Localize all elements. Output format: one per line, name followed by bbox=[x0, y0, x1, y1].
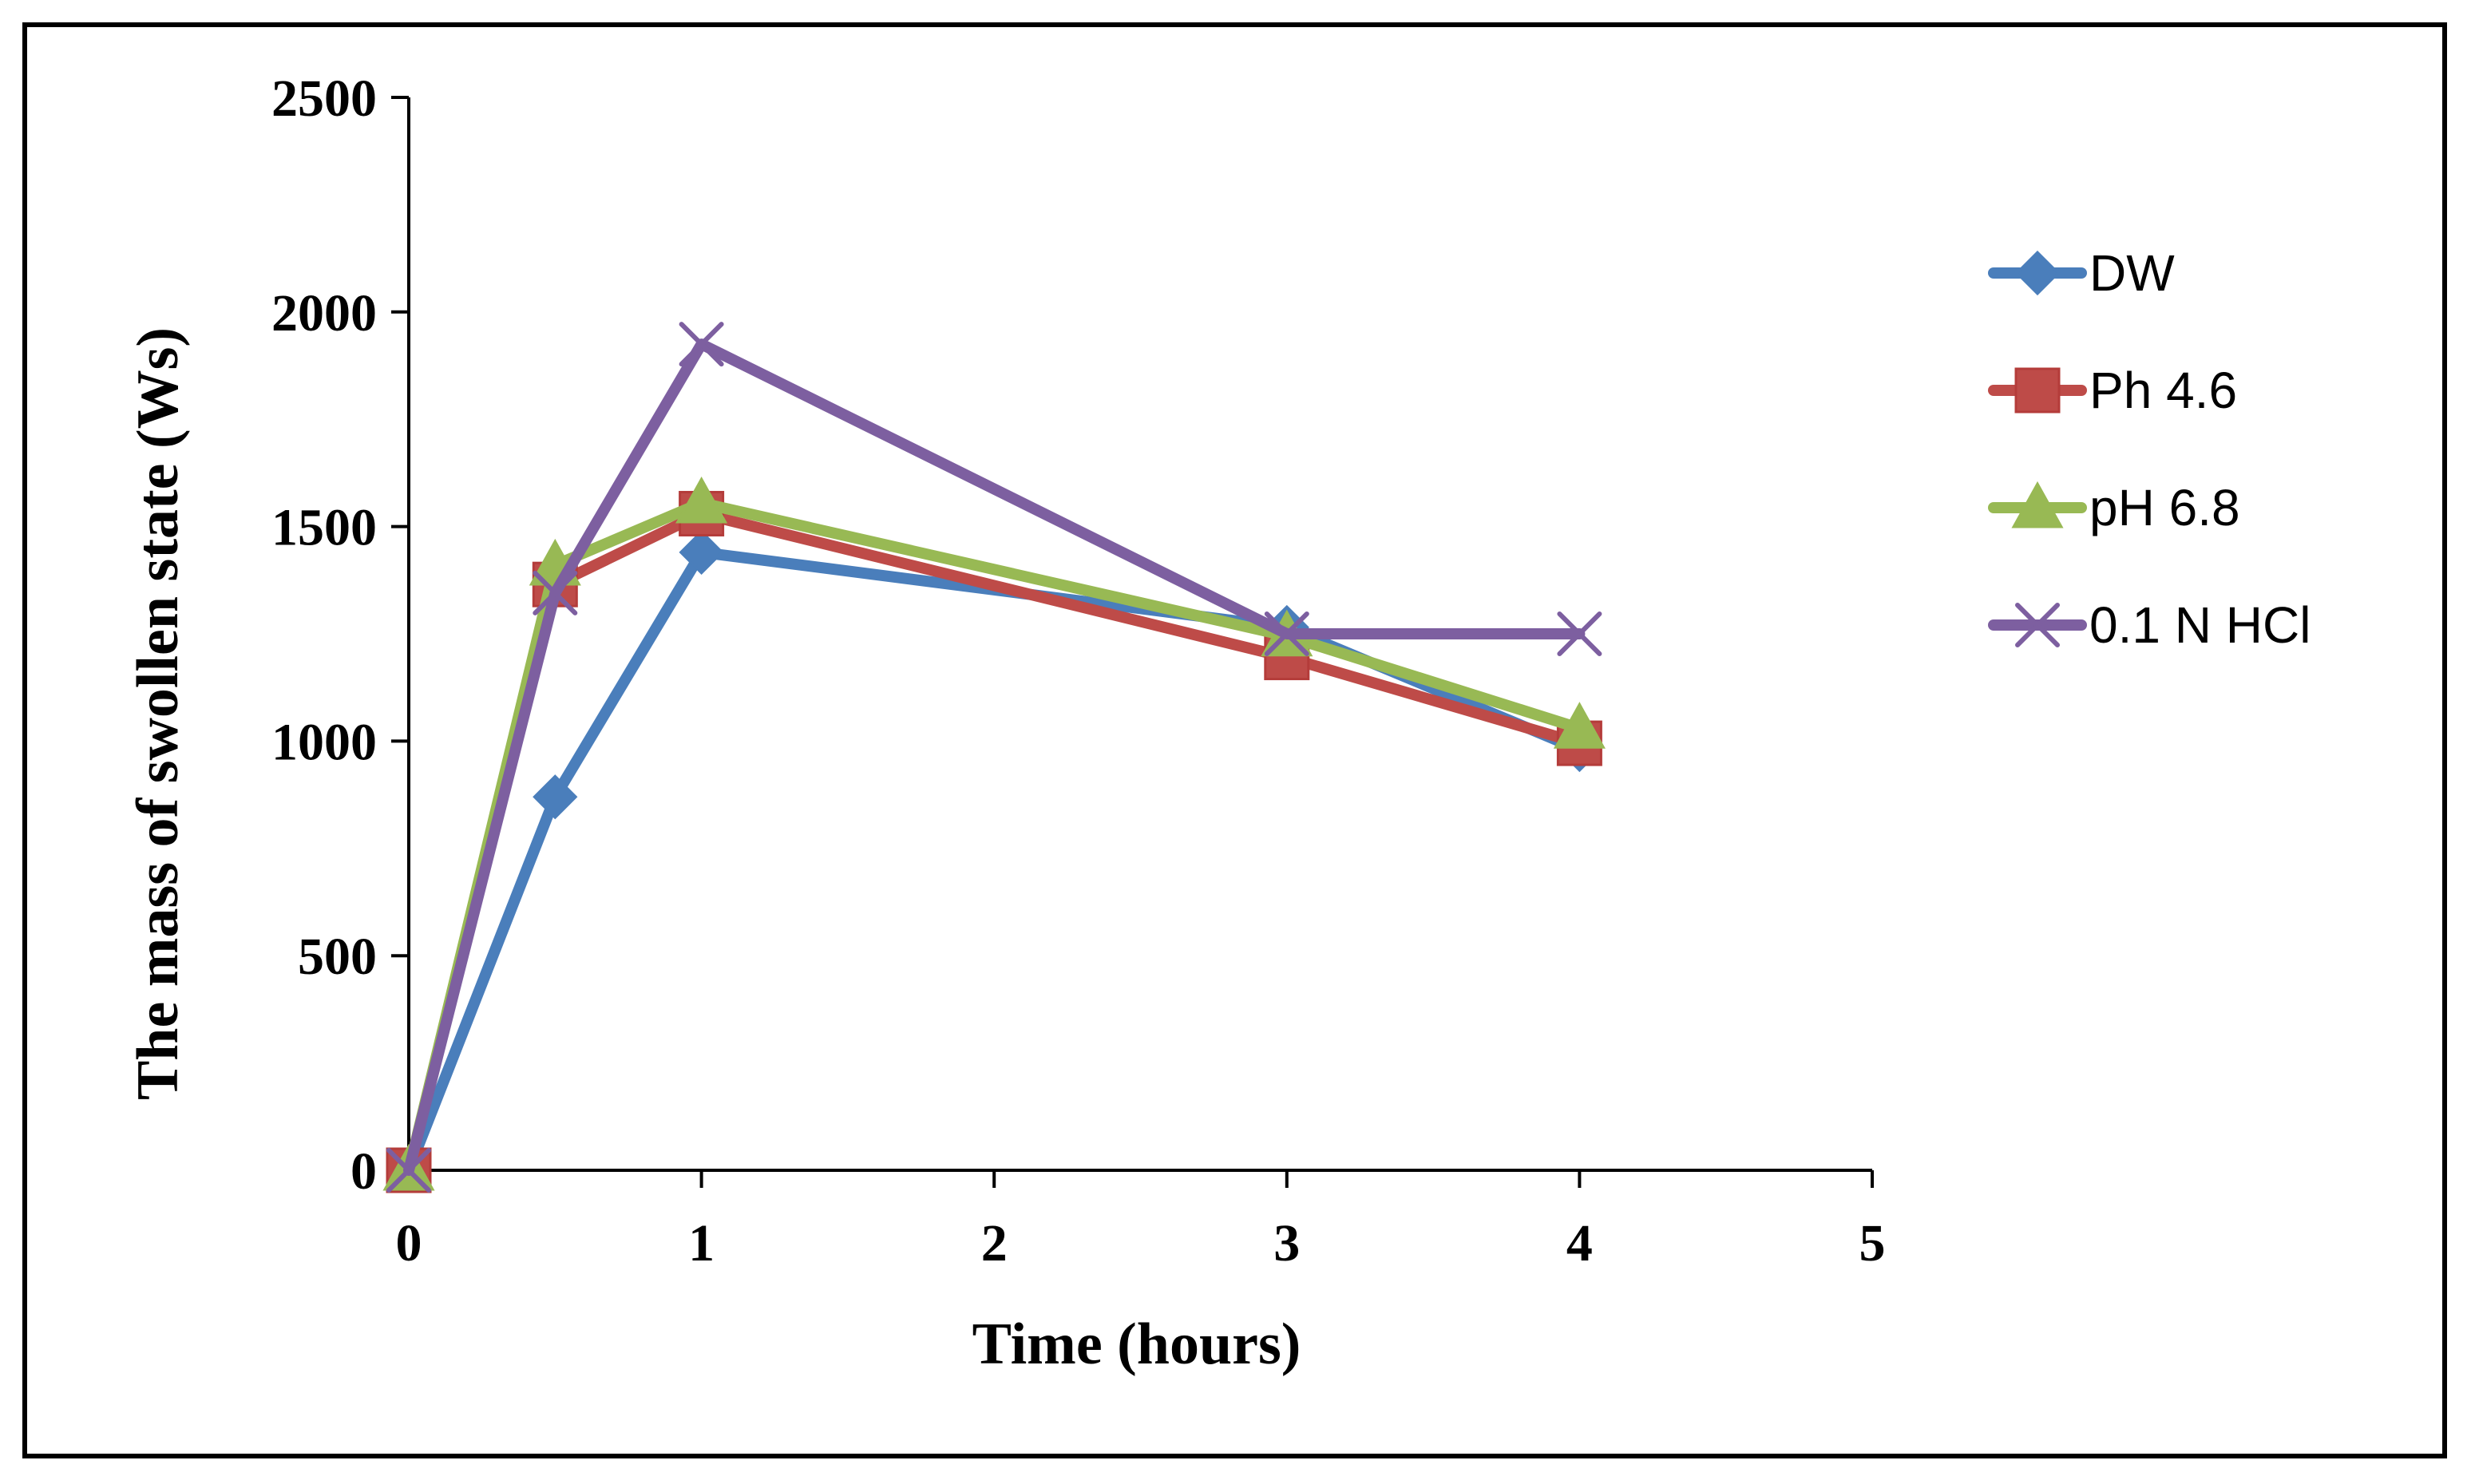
series-line bbox=[403, 497, 1586, 1176]
legend-item: Ph 4.6 bbox=[1988, 362, 2237, 419]
legend: DW Ph 4.6 pH 6.8 0.1 N HCl bbox=[1988, 244, 2311, 654]
legend-label: Ph 4.6 bbox=[2089, 362, 2237, 419]
x-tick-label: 2 bbox=[981, 1214, 1008, 1272]
legend-item: DW bbox=[1988, 244, 2175, 302]
data-point bbox=[1557, 611, 1602, 656]
x-tick-label: 5 bbox=[1859, 1214, 1886, 1272]
series-3 bbox=[386, 322, 1602, 1193]
legend-label: 0.1 N HCl bbox=[2089, 596, 2311, 654]
axes bbox=[407, 97, 1872, 1172]
series-layer bbox=[382, 322, 1606, 1193]
data-point bbox=[533, 570, 578, 615]
data-point bbox=[533, 774, 578, 820]
series-line bbox=[403, 546, 1586, 1176]
legend-marker bbox=[2014, 367, 2061, 414]
y-tick-label: 0 bbox=[350, 1142, 377, 1201]
data-point bbox=[679, 529, 724, 575]
legend-item: 0.1 N HCl bbox=[1988, 596, 2311, 654]
x-tick-label: 1 bbox=[688, 1214, 715, 1272]
legend-marker bbox=[2015, 603, 2060, 647]
legend-label: DW bbox=[2089, 244, 2175, 302]
y-tick-label: 2000 bbox=[271, 284, 377, 342]
series-1 bbox=[386, 490, 1602, 1193]
x-tick-label: 0 bbox=[396, 1214, 422, 1272]
data-point bbox=[386, 1148, 431, 1193]
legend-marker bbox=[2014, 250, 2061, 296]
data-point bbox=[1264, 611, 1309, 656]
series-line bbox=[403, 508, 1586, 1176]
data-point bbox=[679, 322, 724, 367]
legend-label: pH 6.8 bbox=[2089, 479, 2240, 536]
y-axis-title: The mass of swollen state (Ws) bbox=[125, 327, 191, 1100]
legend-item: pH 6.8 bbox=[1988, 479, 2240, 536]
x-tick-label: 4 bbox=[1566, 1214, 1593, 1272]
data-point bbox=[1553, 702, 1606, 749]
ticks: 0 500 1000 1500 2000 2500 0 1 2 3 4 5 bbox=[271, 69, 1886, 1272]
y-tick-label: 2500 bbox=[271, 69, 377, 128]
legend-marker bbox=[2011, 481, 2064, 528]
y-tick-label: 1000 bbox=[271, 713, 377, 771]
y-tick-label: 500 bbox=[298, 928, 377, 986]
y-tick-label: 1500 bbox=[271, 499, 377, 557]
x-axis-title: Time (hours) bbox=[972, 1312, 1301, 1377]
data-point bbox=[675, 476, 728, 524]
x-tick-label: 3 bbox=[1273, 1214, 1300, 1272]
